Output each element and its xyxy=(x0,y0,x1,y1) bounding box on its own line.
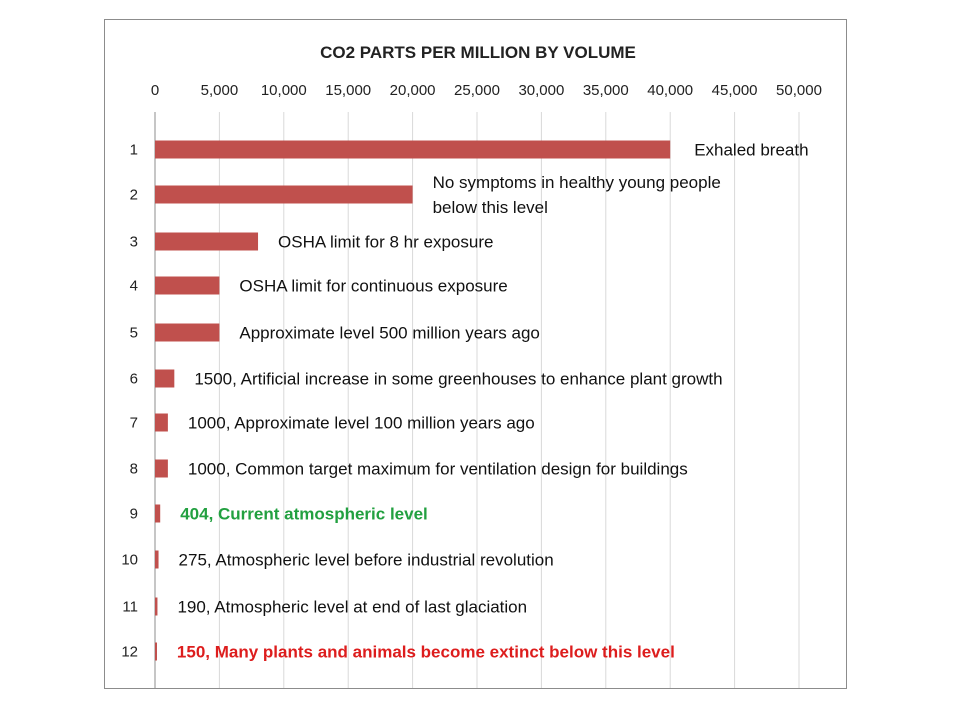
category-label: 7 xyxy=(130,415,138,432)
bar xyxy=(155,597,158,616)
bar xyxy=(155,232,259,251)
x-tick-label: 20,000 xyxy=(390,82,436,99)
bar-annotation: Exhaled breath xyxy=(694,141,808,160)
x-tick-label: 15,000 xyxy=(325,82,371,99)
x-tick-label: 45,000 xyxy=(712,82,758,99)
x-axis-ticks: 0 5,000 10,000 15,000 20,000 25,000 30,000 35,0… xyxy=(151,82,822,99)
category-label: 8 xyxy=(130,461,138,478)
co2-bar-chart: CO2 PARTS PER MILLION BY VOLUME 0 5,000 10… xyxy=(121,43,822,688)
bars xyxy=(155,140,671,661)
bar-annotation: 190, Atmospheric level at end of last gl… xyxy=(177,598,527,617)
x-tick-label: 10,000 xyxy=(261,82,307,99)
bar xyxy=(155,140,671,159)
bar xyxy=(155,276,220,295)
category-label: 5 xyxy=(130,325,138,342)
category-label: 11 xyxy=(122,599,138,616)
bar-annotation: No symptoms in healthy young people xyxy=(433,173,721,192)
bar-annotation: Approximate level 500 million years ago xyxy=(239,324,540,343)
category-label: 10 xyxy=(121,552,138,569)
bar xyxy=(155,550,159,569)
bar-annotation: 1000, Common target maximum for ventilat… xyxy=(188,460,688,479)
category-label: 2 xyxy=(130,187,138,204)
bar-annotation: 404, Current atmospheric level xyxy=(180,505,428,524)
x-tick-label: 50,000 xyxy=(776,82,822,99)
x-tick-label: 40,000 xyxy=(647,82,693,99)
category-label: 12 xyxy=(121,644,138,661)
bar-annotation: 275, Atmospheric level before industrial… xyxy=(179,551,554,570)
bar-annotation: 1500, Artificial increase in some greenh… xyxy=(194,370,722,389)
x-tick-label: 35,000 xyxy=(583,82,629,99)
chart-title: CO2 PARTS PER MILLION BY VOLUME xyxy=(320,43,636,62)
x-tick-label: 30,000 xyxy=(518,82,564,99)
x-tick-label: 25,000 xyxy=(454,82,500,99)
category-label: 4 xyxy=(130,278,138,295)
bar xyxy=(155,323,220,342)
bar-annotation: 1000, Approximate level 100 million year… xyxy=(188,414,535,433)
bar-annotation: below this level xyxy=(433,198,548,217)
category-label: 9 xyxy=(130,506,138,523)
category-label: 3 xyxy=(130,234,138,251)
chart-frame: CO2 PARTS PER MILLION BY VOLUME 0 5,000 10… xyxy=(104,19,847,689)
annotations: Exhaled breath No symptoms in healthy you… xyxy=(177,141,809,662)
bar xyxy=(155,185,413,204)
bar xyxy=(155,642,157,661)
bar-annotation: 150, Many plants and animals become exti… xyxy=(177,643,675,662)
x-tick-label: 0 xyxy=(151,82,159,99)
category-label: 6 xyxy=(130,371,138,388)
bar xyxy=(155,504,161,523)
bar xyxy=(155,369,175,388)
x-tick-label: 5,000 xyxy=(201,82,239,99)
bar-annotation: OSHA limit for 8 hr exposure xyxy=(278,233,493,252)
bar-annotation: OSHA limit for continuous exposure xyxy=(239,277,507,296)
grid-lines xyxy=(154,112,800,688)
bar xyxy=(155,459,168,478)
category-label: 1 xyxy=(130,142,138,159)
bar xyxy=(155,413,168,432)
